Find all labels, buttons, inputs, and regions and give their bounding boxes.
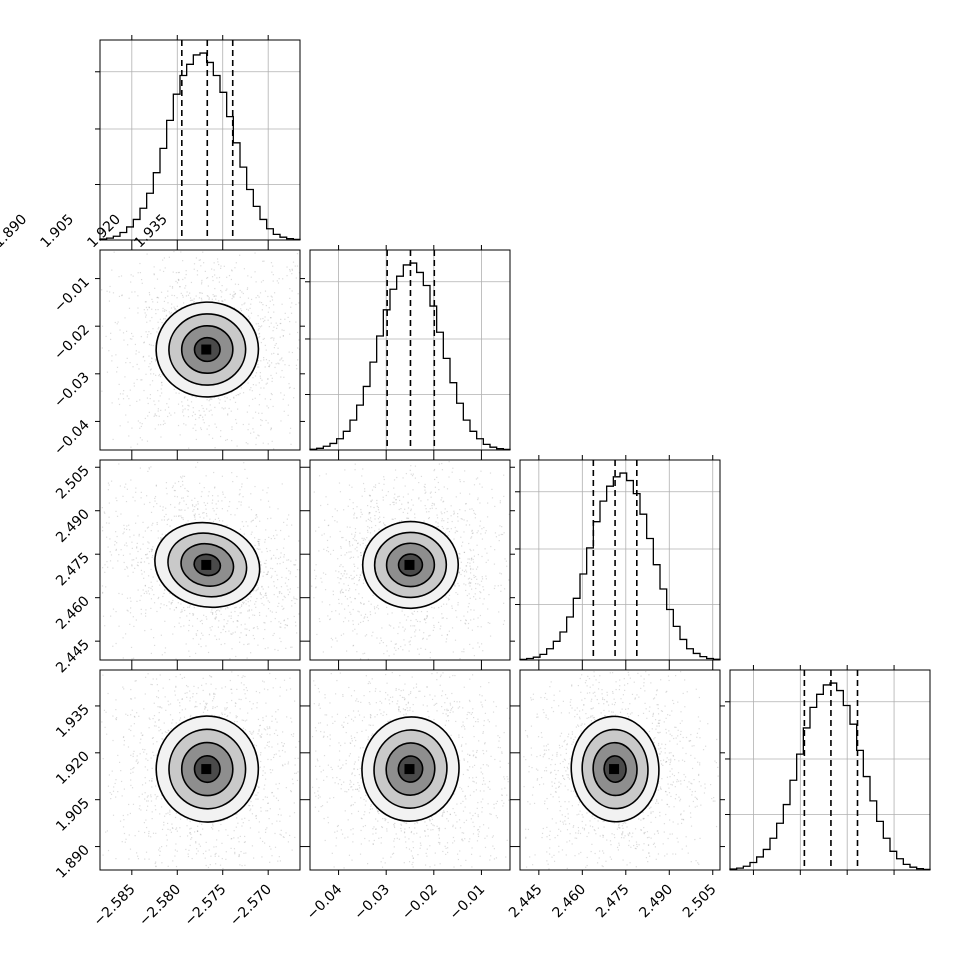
x-tick-label: 1.905 xyxy=(37,212,77,252)
axes-frame xyxy=(729,669,931,871)
axes-frame xyxy=(309,459,511,661)
x-tick-label: 2.445 xyxy=(506,882,546,922)
histogram-panel-3 xyxy=(515,455,721,665)
axes-frame xyxy=(519,669,721,871)
y-tick-label: 1.890 xyxy=(53,842,93,882)
density-peak xyxy=(201,764,212,775)
x-tick-label: −0.02 xyxy=(399,882,441,924)
y-tick-label: 2.475 xyxy=(53,550,93,590)
y-tick-label: 1.905 xyxy=(53,795,93,835)
x-tick-label: −2.580 xyxy=(136,882,184,930)
histogram-panel-4 xyxy=(725,665,931,875)
x-tick-label: −2.575 xyxy=(182,882,230,930)
axes-frame xyxy=(99,669,301,871)
scatter-panel-4-3: 2.445 2.460 2.475 2.490 2.505 xyxy=(506,665,725,921)
x-tick-label: −2.585 xyxy=(91,882,139,930)
axes-frame xyxy=(99,459,301,661)
y-tick-label: 2.505 xyxy=(53,463,93,503)
y-tick-label: 1.920 xyxy=(53,748,93,788)
y-tick-label: −0.01 xyxy=(51,274,93,316)
histogram-step-line xyxy=(519,472,721,661)
axes-frame xyxy=(99,39,301,241)
axes-frame xyxy=(309,249,511,451)
y-tick-label: 2.445 xyxy=(53,637,93,677)
axes-frame xyxy=(519,459,721,661)
y-tick-label: 1.935 xyxy=(53,701,93,741)
x-tick-label: 2.505 xyxy=(680,882,720,922)
histogram-panel-1 xyxy=(95,35,301,245)
x-tick-label: 1.935 xyxy=(131,212,171,252)
histogram-step-line xyxy=(729,682,931,871)
scatter-panel-4-2: −0.04 −0.03 −0.02 −0.01 xyxy=(304,665,515,923)
y-tick-label: −0.04 xyxy=(51,417,93,459)
x-tick-label: 1.920 xyxy=(84,212,124,252)
x-tick-label: −0.04 xyxy=(304,881,346,923)
axes-frame xyxy=(309,669,511,871)
x-tick-label: −0.01 xyxy=(447,882,489,924)
x-tick-label: 1.890 xyxy=(0,212,30,252)
x-tick-label: 2.460 xyxy=(549,882,589,922)
scatter-panel-2-1: −0.04 −0.03 −0.02 −0.01 xyxy=(51,245,305,459)
x-tick-label: 2.490 xyxy=(636,882,676,922)
scatter-panel-3-2 xyxy=(305,455,515,665)
x-tick-label: −2.570 xyxy=(227,882,275,930)
y-tick-label: −0.02 xyxy=(51,322,93,364)
scatter-panel-4-1: 1.890 1.905 1.920 1.935 −2.585−2.580−2.575−2… xyxy=(53,665,305,929)
density-peak xyxy=(609,764,620,775)
y-tick-label: −0.03 xyxy=(51,369,93,411)
histogram-step-line xyxy=(99,52,301,241)
density-peak xyxy=(404,559,415,570)
x-tick-label: −0.03 xyxy=(351,882,393,924)
axes-frame xyxy=(99,249,301,451)
density-peak xyxy=(404,764,415,775)
density-peak xyxy=(201,344,212,355)
x-tick-label: 2.475 xyxy=(593,882,633,922)
y-tick-label: 2.490 xyxy=(53,506,93,546)
y-tick-label: 2.460 xyxy=(53,593,93,633)
histogram-panel-2 xyxy=(305,245,511,455)
density-peak xyxy=(201,559,212,570)
